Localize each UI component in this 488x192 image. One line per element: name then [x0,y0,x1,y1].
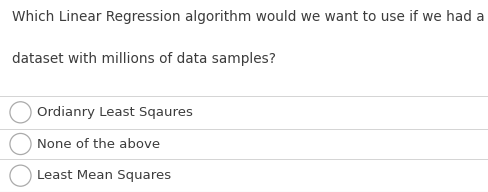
Text: None of the above: None of the above [37,137,160,151]
Text: dataset with millions of data samples?: dataset with millions of data samples? [12,52,276,66]
Text: Which Linear Regression algorithm would we want to use if we had a training: Which Linear Regression algorithm would … [12,10,488,24]
Text: Least Mean Squares: Least Mean Squares [37,169,171,182]
Text: Ordianry Least Sqaures: Ordianry Least Sqaures [37,106,192,119]
